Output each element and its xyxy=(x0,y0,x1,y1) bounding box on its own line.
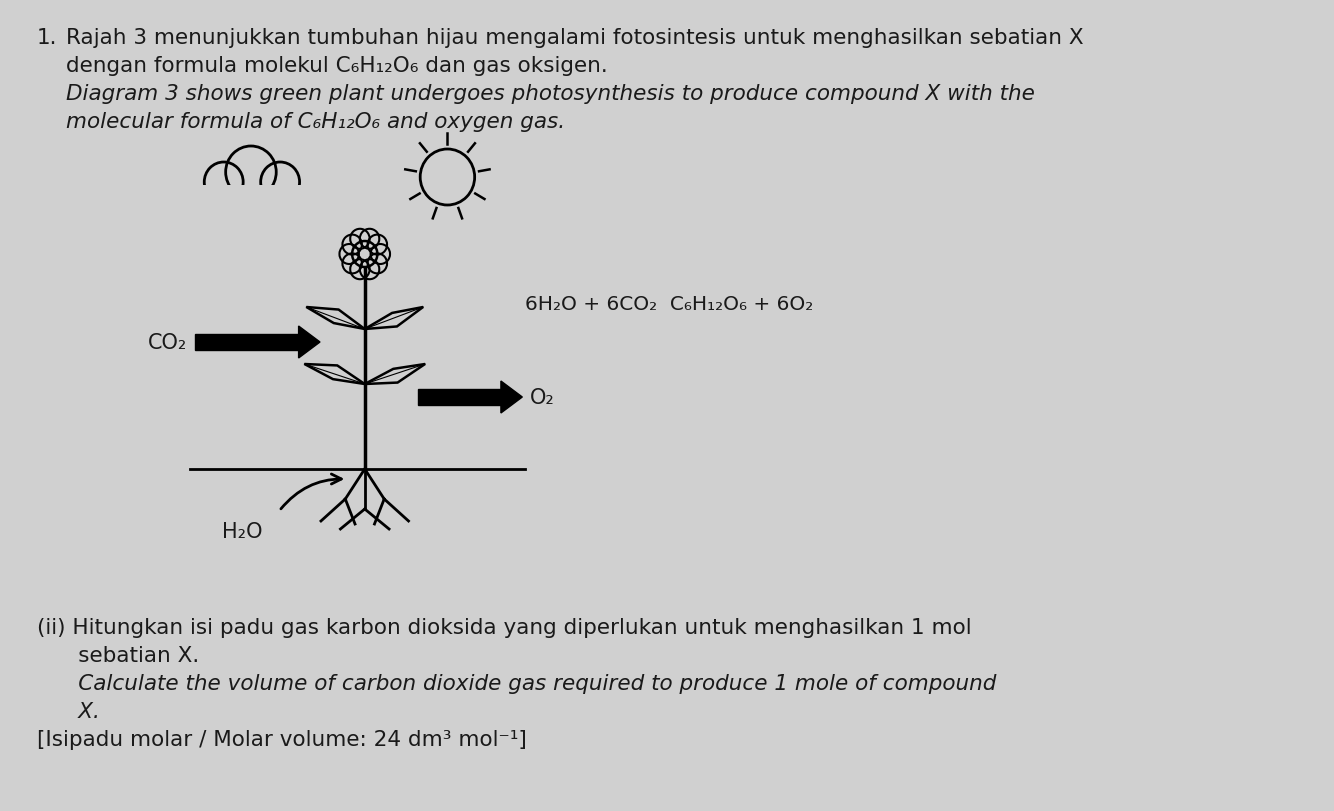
Text: [Isipadu molar / Molar volume: 24 dm³ mol⁻¹]: [Isipadu molar / Molar volume: 24 dm³ mo… xyxy=(37,729,527,749)
Text: molecular formula of C₆H₁₂O₆ and oxygen gas.: molecular formula of C₆H₁₂O₆ and oxygen … xyxy=(67,112,566,132)
Bar xyxy=(419,389,502,406)
Bar xyxy=(200,186,307,216)
Text: Rajah 3 menunjukkan tumbuhan hijau mengalami fotosintesis untuk menghasilkan seb: Rajah 3 menunjukkan tumbuhan hijau menga… xyxy=(67,28,1083,48)
Text: dengan formula molekul C₆H₁₂O₆ dan gas oksigen.: dengan formula molekul C₆H₁₂O₆ dan gas o… xyxy=(67,56,608,76)
Text: Diagram 3 shows green plant undergoes photosynthesis to produce compound X with : Diagram 3 shows green plant undergoes ph… xyxy=(67,84,1035,104)
Text: O₂: O₂ xyxy=(530,388,555,407)
Text: 6H₂O + 6CO₂  C₆H₁₂O₆ + 6O₂: 6H₂O + 6CO₂ C₆H₁₂O₆ + 6O₂ xyxy=(526,294,814,314)
Bar xyxy=(195,335,299,350)
Text: (ii) Hitungkan isi padu gas karbon dioksida yang diperlukan untuk menghasilkan 1: (ii) Hitungkan isi padu gas karbon dioks… xyxy=(37,617,971,637)
Text: X.: X. xyxy=(37,702,100,721)
Polygon shape xyxy=(502,381,523,414)
Polygon shape xyxy=(299,327,320,358)
Text: sebatian X.: sebatian X. xyxy=(37,646,199,665)
Text: H₂O: H₂O xyxy=(223,521,263,541)
Text: CO₂: CO₂ xyxy=(147,333,187,353)
Text: 1.: 1. xyxy=(37,28,57,48)
Text: Calculate the volume of carbon dioxide gas required to produce 1 mole of compoun: Calculate the volume of carbon dioxide g… xyxy=(37,673,996,693)
